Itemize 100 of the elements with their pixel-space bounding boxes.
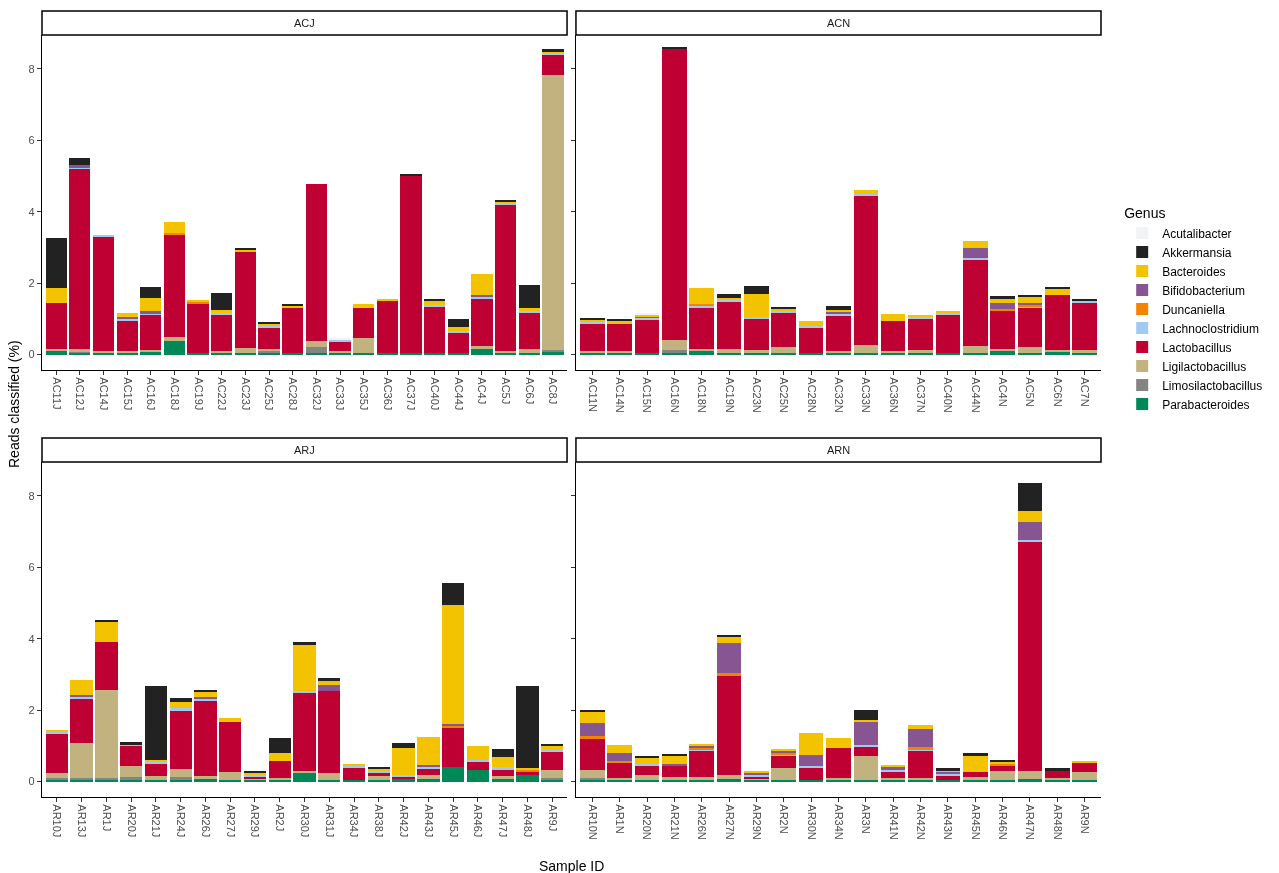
y-axis-title: Reads classified (%) [6, 340, 22, 468]
x-tick-label: AR31J [323, 804, 336, 838]
bar [962, 259, 988, 347]
chart-title: ACN [827, 17, 851, 29]
bar [423, 300, 446, 305]
legend-title: Genus [1124, 205, 1166, 222]
x-tick-label: AC18N [696, 377, 709, 413]
bar [962, 257, 988, 260]
y-tick-label: 2 [28, 277, 35, 290]
bar [771, 312, 797, 348]
x-tick-label: AR27N [723, 804, 736, 840]
bar [329, 341, 351, 352]
x-tick-label: AC37N [914, 377, 927, 413]
y-tick-label: 2 [28, 704, 35, 717]
bar [826, 315, 851, 352]
bar [962, 240, 988, 248]
x-tick-label: AR29J [249, 804, 262, 838]
bar [853, 195, 879, 345]
bar [744, 286, 769, 295]
bar [45, 733, 68, 773]
bar [962, 352, 988, 355]
x-tick-label: AC11J [50, 377, 63, 410]
x-tick-label: AC33J [334, 377, 347, 411]
bar [144, 685, 168, 760]
bar [491, 767, 514, 770]
bar [716, 675, 742, 776]
bar [353, 337, 375, 353]
bar [853, 746, 879, 756]
x-tick-label: AC25N [778, 377, 791, 413]
bar [268, 760, 291, 779]
x-tick-label: AC28N [805, 377, 818, 413]
bar [169, 769, 192, 778]
bar [282, 352, 304, 355]
bar [853, 709, 879, 721]
bar [471, 274, 493, 295]
bar [580, 711, 605, 723]
bar [880, 772, 906, 779]
bar [367, 775, 390, 780]
bar [187, 352, 209, 355]
x-tick-label: AC14N [614, 377, 627, 413]
bar [95, 642, 118, 691]
bar [607, 752, 633, 761]
x-tick-label: AC18J [168, 377, 181, 411]
bar [95, 690, 118, 779]
bar [716, 634, 742, 637]
bar [880, 320, 906, 352]
bar [1044, 768, 1070, 771]
x-tick-label: AC8J [547, 377, 560, 405]
bar [716, 301, 742, 350]
legend-label: Duncaniella [1162, 302, 1226, 317]
x-tick-label: AR45N [969, 804, 982, 840]
x-tick-label: AR42N [914, 804, 927, 840]
x-tick-label: AC32N [832, 377, 845, 413]
x-tick-label: AC37J [405, 377, 418, 411]
bar [1017, 483, 1043, 511]
x-tick-label: AR20J [125, 804, 138, 838]
bar [518, 285, 540, 309]
bar [494, 205, 517, 352]
bar [423, 298, 446, 301]
bar [318, 685, 341, 691]
bar [376, 352, 398, 355]
x-tick-label: AR26J [199, 804, 212, 838]
legend-label: Limosilactobacillus [1162, 378, 1263, 393]
x-tick-label: AC14J [97, 377, 110, 411]
bar [45, 772, 68, 779]
bar [305, 352, 327, 355]
bar [516, 685, 539, 769]
bar [853, 352, 879, 355]
bar [962, 346, 988, 353]
bar [689, 750, 715, 778]
bar [70, 743, 93, 779]
bar [163, 341, 186, 355]
bar [744, 294, 769, 318]
bar [417, 778, 440, 782]
x-tick-label: AC35J [358, 377, 371, 411]
bar [92, 236, 115, 352]
bar [542, 74, 564, 350]
bar [1044, 295, 1070, 350]
bar [853, 722, 879, 745]
bar [1072, 761, 1097, 764]
bar [140, 315, 162, 350]
bar [353, 307, 375, 338]
bar [1072, 302, 1097, 351]
bar [466, 759, 490, 762]
bar [516, 774, 539, 782]
bar [662, 763, 687, 766]
bar [662, 48, 687, 340]
bar [1017, 539, 1043, 542]
x-tick-label: AC36N [887, 377, 900, 413]
legend-label: Lachnoclostridium [1162, 321, 1259, 336]
bar [305, 183, 327, 342]
bar [293, 642, 316, 645]
y-tick-label: 6 [28, 134, 35, 147]
legend-label: Bacteroides [1162, 264, 1226, 279]
bar [1072, 779, 1097, 782]
bar [219, 772, 242, 780]
bar [826, 748, 851, 779]
x-tick-label: AR21J [150, 804, 163, 838]
x-tick-label: AC33N [860, 377, 873, 413]
x-tick-label: AC23N [750, 377, 763, 413]
